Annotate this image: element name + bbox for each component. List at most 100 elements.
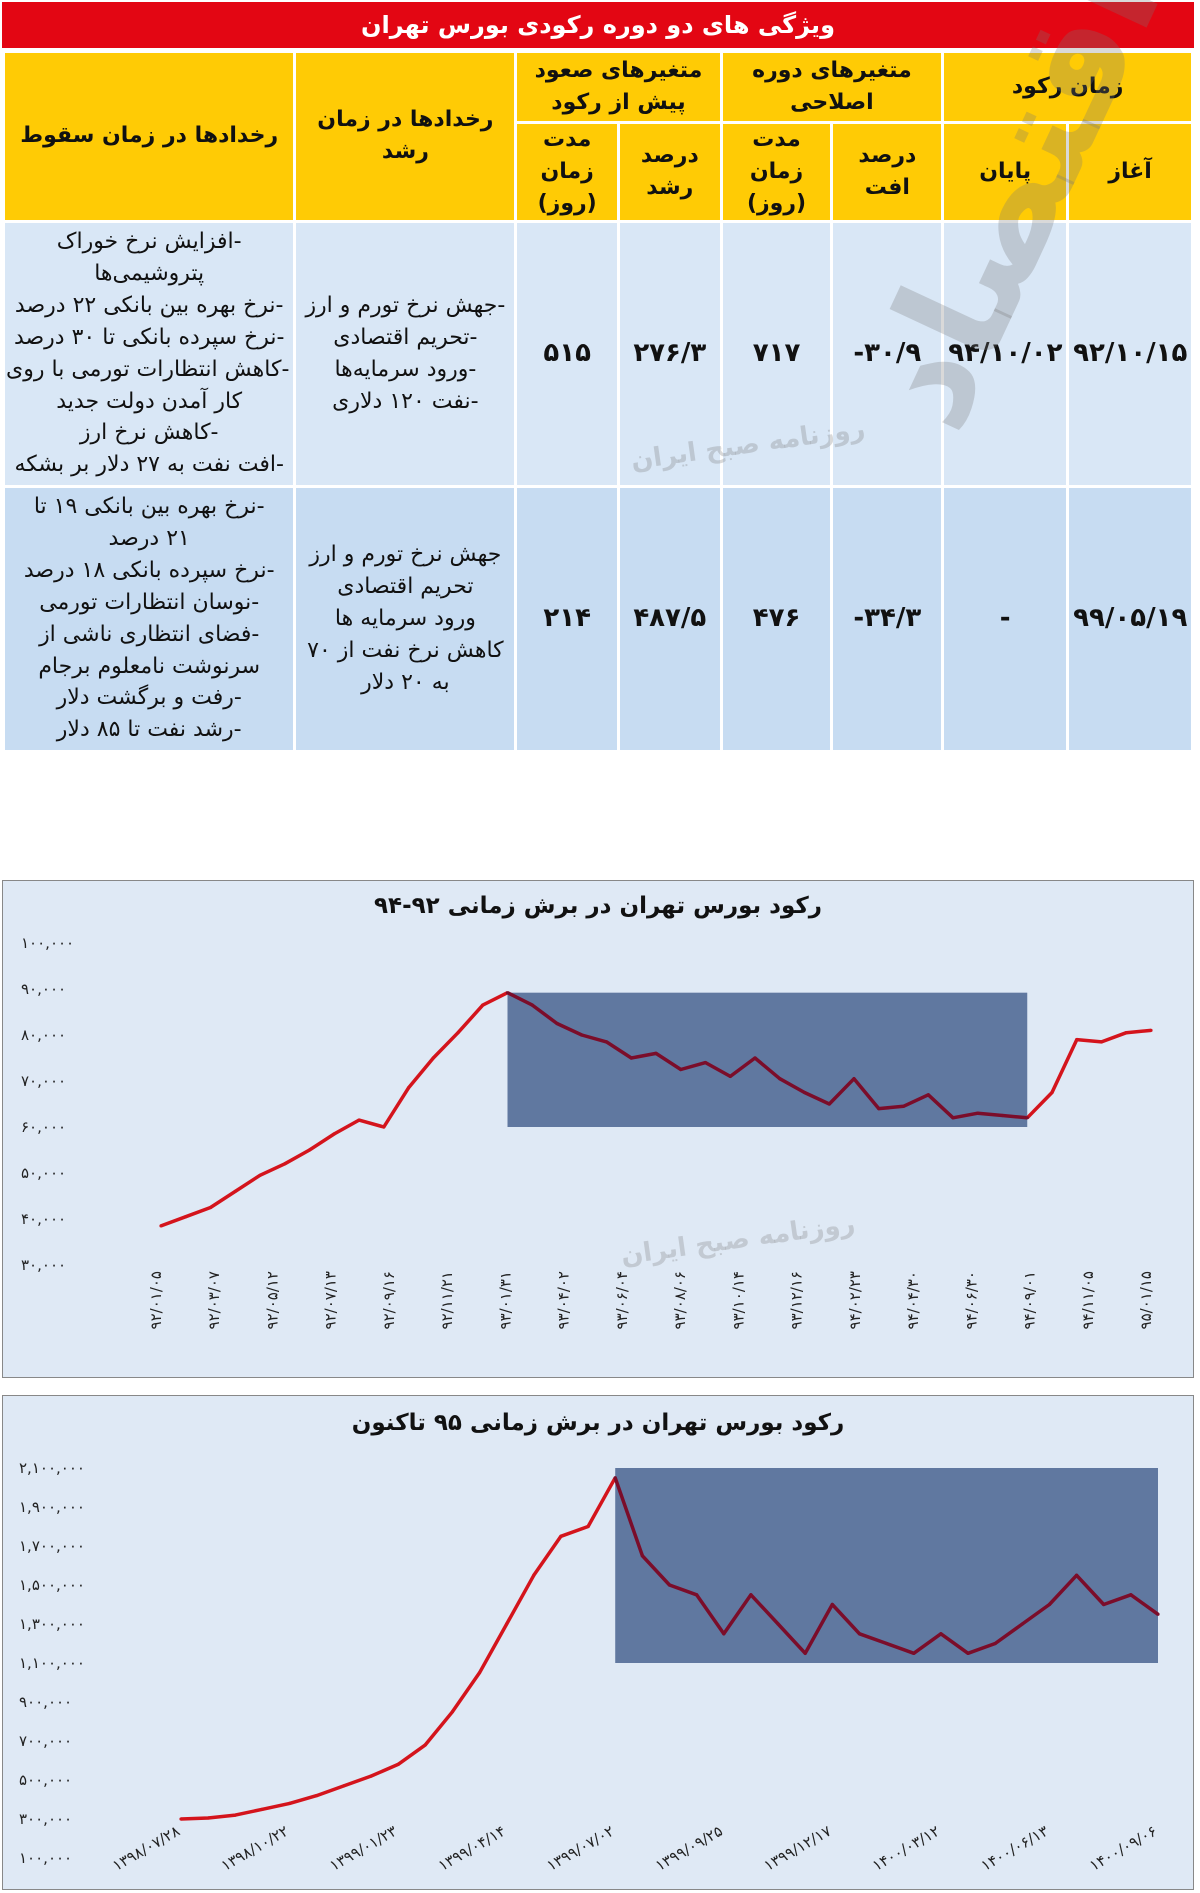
event-line: ورود سرمایه ها xyxy=(334,605,476,631)
y-tick-label: ۳۰۰,۰۰۰ xyxy=(19,1810,72,1828)
event-line: -ورود سرمایه‌ها xyxy=(334,356,477,382)
y-tick-label: ۱۰۰,۰۰۰ xyxy=(21,934,74,952)
chart-2-plot: ۲,۱۰۰,۰۰۰ ۱,۹۰۰,۰۰۰ ۱,۷۰۰,۰۰۰ ۱,۵۰۰,۰۰۰ ۱,۳۰… xyxy=(19,1459,1160,1875)
data-point xyxy=(258,1173,262,1177)
event-line: -افت نفت به ۲۷ دلار بر بشکه xyxy=(14,452,284,478)
data-point xyxy=(159,1224,163,1228)
event-line: -نرخ سپرده بانکی تا ۳۰ درصد xyxy=(13,324,285,350)
data-point xyxy=(901,1104,906,1108)
x-tick-label: ۹۲/۰۹/۱۶ xyxy=(380,1271,398,1329)
data-point xyxy=(640,1554,644,1558)
data-point xyxy=(586,1524,590,1529)
row1-fall-events: -افزایش نرخ خوراک پتروشیمی‌ها -نرخ بهره … xyxy=(5,222,294,485)
data-point xyxy=(233,1189,237,1193)
y-tick-label: ۳۰,۰۰۰ xyxy=(21,1256,66,1274)
event-line: -افزایش نرخ خوراک xyxy=(56,229,242,255)
data-point xyxy=(667,1583,672,1587)
y-tick-label: ۱۰۰,۰۰۰ xyxy=(19,1849,72,1867)
data-point xyxy=(307,1148,312,1152)
event-line: جهش نرخ تورم و ارز xyxy=(309,541,502,567)
data-point xyxy=(679,1067,683,1072)
y-tick-label: ۱,۷۰۰,۰۰۰ xyxy=(19,1537,85,1555)
data-point xyxy=(382,1125,386,1129)
event-line: -نوسان انتظارات تورمی xyxy=(39,589,260,615)
data-point xyxy=(802,1090,807,1095)
x-tick-label: ۹۴/۰۲/۲۳ xyxy=(846,1271,864,1329)
event-line: پتروشیمی‌ها xyxy=(94,261,205,286)
data-point xyxy=(926,1093,930,1097)
x-tick-label: ۱۳۹۸/۱۰/۲۲ xyxy=(218,1822,292,1875)
chart-1992-94: رکود بورس تهران در برش زمانی ۹۲-۹۴ ۱۰۰,۰… xyxy=(2,880,1194,1378)
data-point xyxy=(1020,1622,1024,1626)
data-point xyxy=(342,1784,346,1788)
data-point xyxy=(976,1111,980,1115)
row1-end: ۹۴/۱۰/۰۲ xyxy=(944,222,1067,485)
data-point xyxy=(1074,1573,1079,1577)
event-line: -نرخ سپرده بانکی ۱۸ درصد xyxy=(23,557,275,583)
index-line-after xyxy=(1026,1028,1152,1120)
header-fall-events: رخدادها در زمان سقوط xyxy=(5,53,294,220)
x-tick-label: ۹۳/۰۶/۰۴ xyxy=(613,1271,631,1329)
x-tick-label: ۹۲/۰۷/۱۳ xyxy=(322,1271,340,1329)
data-point xyxy=(951,1116,955,1120)
event-line: به ۲۰ دلار xyxy=(361,669,450,695)
data-point xyxy=(505,991,510,995)
row1-growth-days: ۵۱۵ xyxy=(517,222,617,485)
event-line: ۲۱ درصد xyxy=(108,526,190,551)
data-point xyxy=(450,1710,454,1714)
x-tick-label: ۹۳/۱۲/۱۶ xyxy=(788,1271,806,1329)
y-tick-label: ۸۰,۰۰۰ xyxy=(21,1026,66,1044)
data-point xyxy=(580,1033,584,1037)
data-point xyxy=(749,1593,753,1597)
data-point xyxy=(1075,1038,1079,1042)
data-point xyxy=(406,1086,411,1090)
data-point xyxy=(695,1593,699,1597)
data-point xyxy=(703,1061,708,1065)
chart-title: رکود بورس تهران در برش زمانی ۹۲-۹۴ xyxy=(373,893,822,919)
y-tick-label: ۵۰,۰۰۰ xyxy=(21,1164,66,1182)
index-line-rise xyxy=(180,1476,617,1821)
data-point xyxy=(456,1031,460,1035)
event-line: -نرخ بهره بین بانکی ۱۹ تا xyxy=(33,494,265,520)
x-tick-label: ۹۲/۱۱/۲۱ xyxy=(438,1271,456,1329)
y-tick-label: ۴۰,۰۰۰ xyxy=(21,1210,66,1228)
data-point xyxy=(369,1774,373,1778)
y-tick-label: ۲,۱۰۰,۰۰۰ xyxy=(19,1459,85,1477)
event-line: سرنوشت نامعلوم برجام xyxy=(38,653,261,679)
row1-drop-pct: -۳۰/۹ xyxy=(833,222,942,485)
data-point xyxy=(357,1118,361,1122)
index-line-recession xyxy=(506,991,1028,1120)
data-point xyxy=(728,1074,732,1078)
data-point xyxy=(505,1622,509,1626)
row2-growth-events: جهش نرخ تورم و ارز تحریم اقتصادی ورود سر… xyxy=(296,487,515,750)
row2-fall-events: -نرخ بهره بین بانکی ۱۹ تا ۲۱ درصد -نرخ س… xyxy=(5,487,294,750)
x-tick-label: ۱۳۹۸/۰۷/۲۸ xyxy=(109,1822,183,1875)
data-point xyxy=(532,1573,536,1577)
x-tick-label: ۹۲/۰۵/۱۲ xyxy=(263,1271,281,1329)
data-point xyxy=(939,1632,943,1636)
x-tick-label: ۹۴/۰۹/۰۱ xyxy=(1021,1271,1039,1329)
data-point xyxy=(530,1003,534,1007)
x-tick-label: ۹۲/۰۳/۰۷ xyxy=(205,1271,223,1329)
x-tick-label: ۱۳۹۹/۰۷/۰۲ xyxy=(544,1822,618,1875)
y-tick-label: ۷۰۰,۰۰۰ xyxy=(19,1732,72,1750)
data-point xyxy=(629,1056,633,1060)
data-point xyxy=(283,1162,287,1166)
data-point xyxy=(184,1215,188,1219)
row2-growth-pct: ۴۸۷/۵ xyxy=(620,487,720,750)
data-point xyxy=(1025,1116,1029,1120)
data-point xyxy=(776,1622,780,1626)
x-tick-label: ۹۳/۰۸/۰۶ xyxy=(671,1271,689,1329)
x-tick-label: ۹۳/۰۱/۳۱ xyxy=(496,1271,514,1329)
data-point xyxy=(877,1107,881,1111)
row1-growth-pct: ۲۷۶/۳ xyxy=(620,222,720,485)
data-point xyxy=(1129,1593,1133,1597)
data-point xyxy=(1156,1612,1160,1616)
data-point xyxy=(753,1056,757,1060)
header-recession-time: زمان رکود xyxy=(944,53,1191,121)
x-tick-label: ۱۴۰۰/۰۹/۰۶ xyxy=(1086,1822,1160,1875)
x-tick-label: ۱۴۰۰/۰۳/۱۲ xyxy=(869,1822,943,1875)
data-point xyxy=(233,1813,237,1817)
data-point xyxy=(208,1205,213,1210)
x-tick-label: ۱۳۹۹/۰۹/۲۵ xyxy=(652,1822,726,1875)
